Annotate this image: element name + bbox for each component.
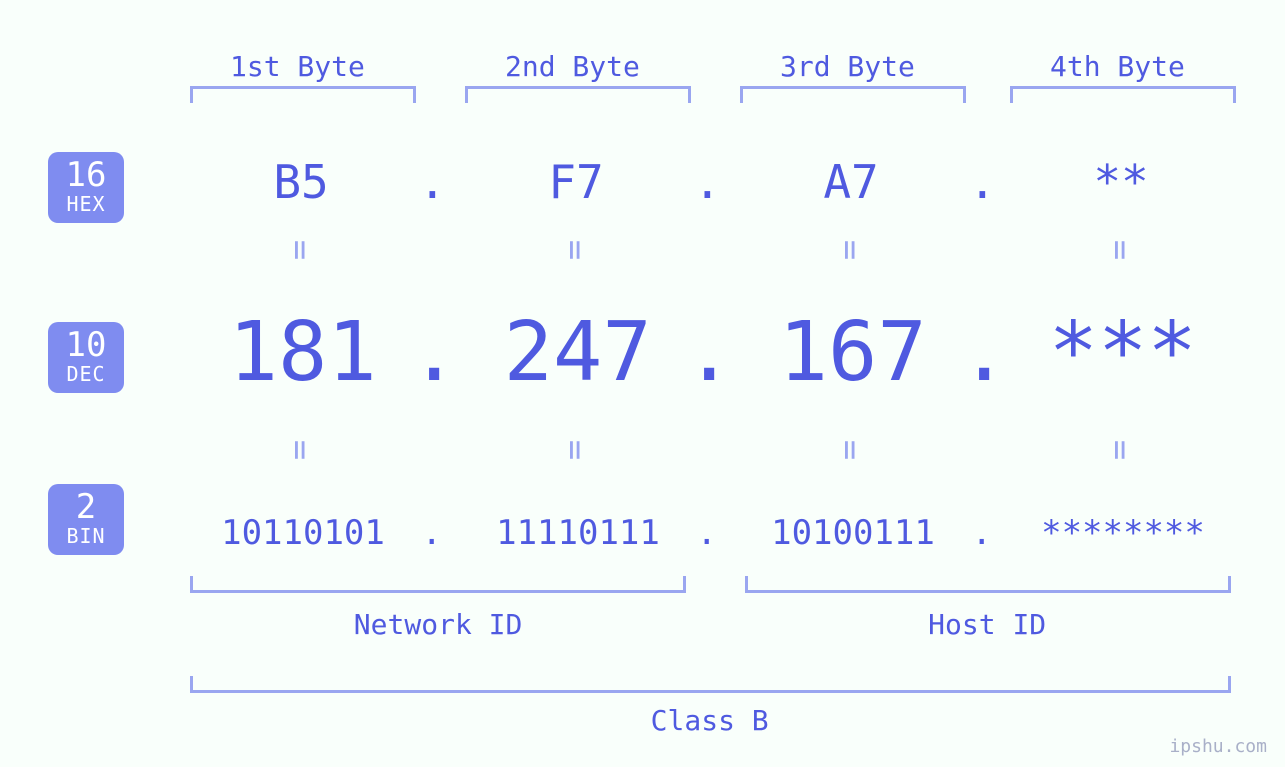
badge-hex-num: 16 — [48, 158, 124, 194]
class-label: Class B — [651, 704, 769, 737]
equals-r2-c2: = — [555, 440, 595, 460]
badge-dec-sub: DEC — [48, 364, 124, 385]
dec-dot-2: . — [685, 305, 734, 400]
equals-r2-c1: = — [280, 440, 320, 460]
hex-byte-3: A7 — [823, 155, 878, 209]
byte-bracket-3 — [740, 86, 966, 103]
hex-dot-3: . — [969, 155, 997, 209]
section-label-1: Network ID — [354, 608, 523, 641]
equals-r1-c1: = — [280, 240, 320, 260]
dec-byte-2: 247 — [504, 305, 652, 400]
bin-dot-1: . — [422, 513, 442, 553]
section-bracket-1 — [190, 576, 686, 593]
byte-bracket-1 — [190, 86, 416, 103]
bin-byte-4: ******** — [1041, 513, 1205, 553]
watermark: ipshu.com — [1169, 736, 1267, 757]
byte-label-3: 3rd Byte — [780, 50, 915, 83]
hex-dot-2: . — [694, 155, 722, 209]
dec-byte-4: *** — [1049, 305, 1197, 400]
byte-label-1: 1st Byte — [230, 50, 365, 83]
class-bracket — [190, 676, 1231, 693]
byte-bracket-2 — [465, 86, 691, 103]
byte-bracket-4 — [1010, 86, 1236, 103]
byte-label-4: 4th Byte — [1050, 50, 1185, 83]
badge-dec-num: 10 — [48, 328, 124, 364]
bin-dot-2: . — [697, 513, 717, 553]
dec-dot-3: . — [960, 305, 1009, 400]
badge-hex-sub: HEX — [48, 194, 124, 215]
dec-dot-1: . — [410, 305, 459, 400]
equals-r2-c4: = — [1100, 440, 1140, 460]
badge-bin-sub: BIN — [48, 526, 124, 547]
bin-byte-2: 11110111 — [496, 513, 660, 553]
hex-byte-2: F7 — [548, 155, 603, 209]
bin-byte-3: 10100111 — [771, 513, 935, 553]
hex-byte-1: B5 — [273, 155, 328, 209]
badge-hex: 16 HEX — [48, 152, 124, 223]
badge-dec: 10 DEC — [48, 322, 124, 393]
equals-r2-c3: = — [830, 440, 870, 460]
equals-r1-c4: = — [1100, 240, 1140, 260]
equals-r1-c3: = — [830, 240, 870, 260]
badge-bin-num: 2 — [48, 490, 124, 526]
section-bracket-2 — [745, 576, 1231, 593]
equals-r1-c2: = — [555, 240, 595, 260]
byte-label-2: 2nd Byte — [505, 50, 640, 83]
dec-byte-1: 181 — [229, 305, 377, 400]
bin-dot-3: . — [972, 513, 992, 553]
section-label-2: Host ID — [928, 608, 1046, 641]
hex-byte-4: ** — [1093, 155, 1148, 209]
hex-dot-1: . — [419, 155, 447, 209]
dec-byte-3: 167 — [779, 305, 927, 400]
bin-byte-1: 10110101 — [221, 513, 385, 553]
badge-bin: 2 BIN — [48, 484, 124, 555]
